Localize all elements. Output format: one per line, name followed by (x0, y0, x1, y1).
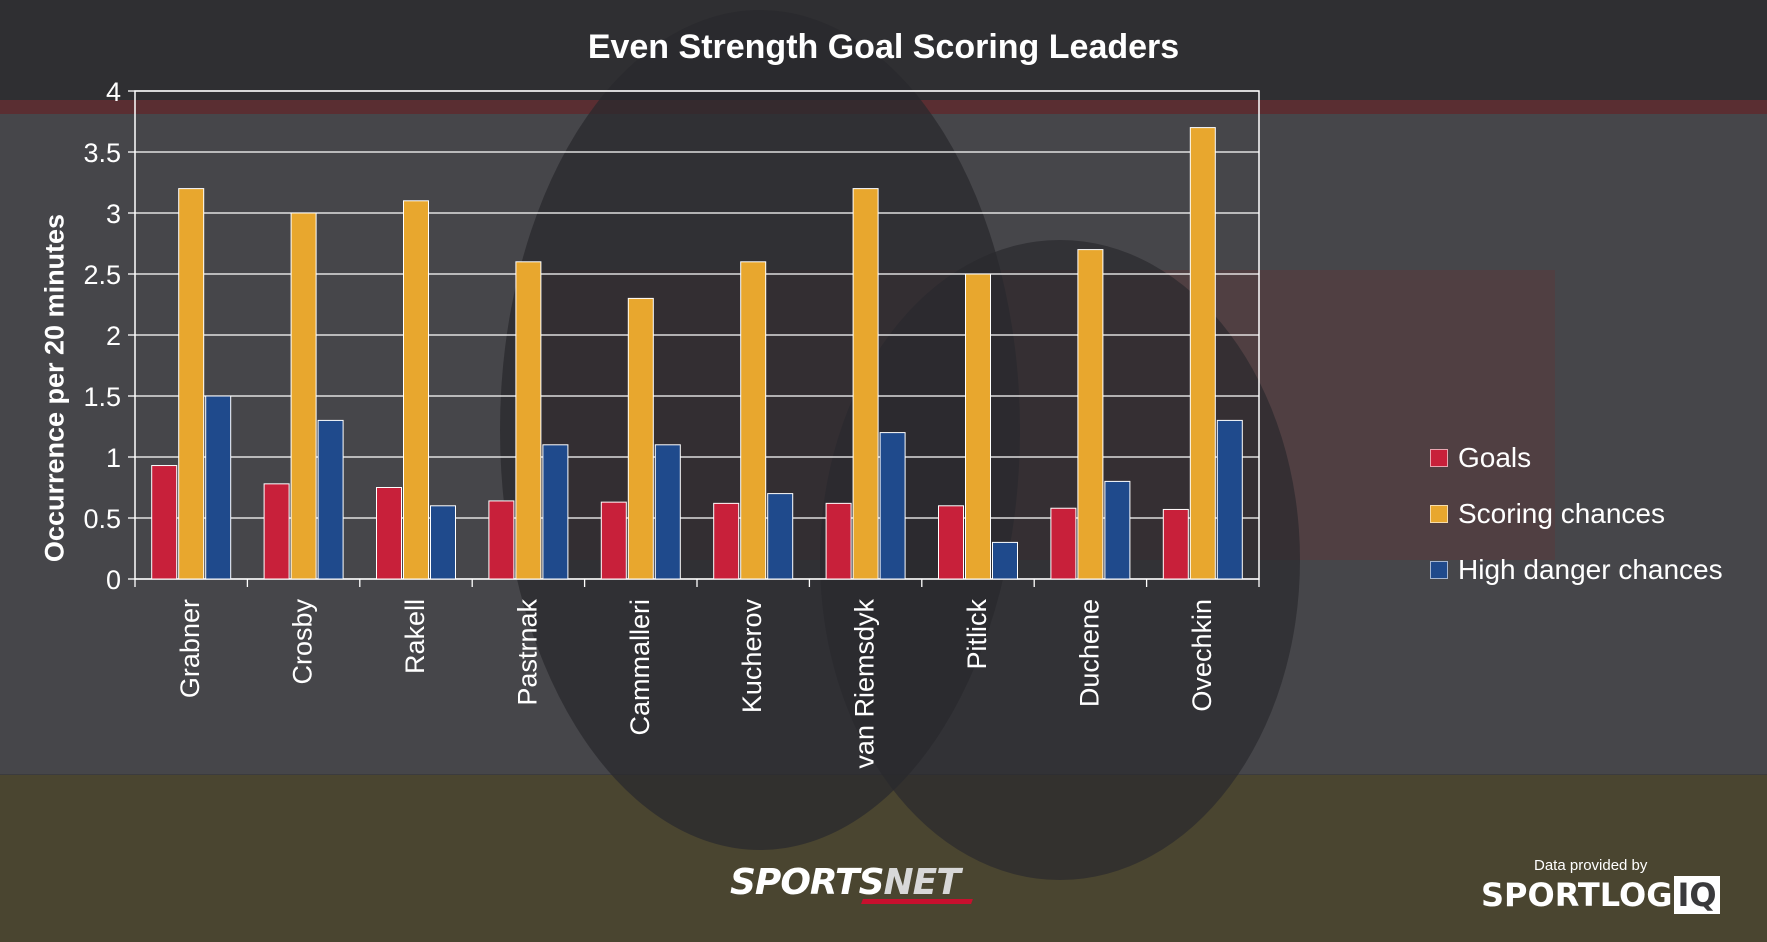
y-tick-label: 1 (106, 443, 121, 473)
scoring-chances-bar (627, 297, 654, 580)
legend-label-goals: Goals (1458, 442, 1532, 473)
scoring-chances-bar (290, 212, 317, 580)
y-tick-label: 0.5 (83, 504, 121, 534)
legend-swatch-high-danger (1430, 561, 1448, 579)
sportsnet-logo: SPORTSNET (730, 862, 961, 903)
sportsnet-logo-part-b: NET (883, 862, 961, 903)
goals-bar (376, 487, 402, 580)
chart-title: Even Strength Goal Scoring Leaders (587, 28, 1180, 66)
scoring-chances-bar (1077, 249, 1104, 580)
x-tick-label: Cammalleri (625, 599, 655, 736)
high-danger-bar (430, 505, 456, 580)
scoring-chances-bar (403, 200, 429, 580)
y-tick-label: 4 (106, 77, 121, 107)
legend-swatch-scoring-chances (1430, 505, 1448, 523)
high-danger-bar (1104, 480, 1131, 580)
x-tick-label: Ovechkin (1187, 599, 1217, 712)
scoring-chances-bar (740, 261, 767, 580)
scoring-chances-bar (852, 188, 879, 580)
y-tick-label: 0 (106, 565, 121, 595)
goals-bar (1162, 508, 1189, 580)
scoring-chances-bar (1189, 127, 1216, 580)
goals-bar (263, 483, 290, 580)
legend-item-scoring-chances: Scoring chances (1430, 486, 1723, 542)
goals-bar (600, 501, 627, 580)
x-tick-label: Kucherov (737, 599, 767, 714)
goals-bar (488, 500, 515, 580)
sportsnet-logo-part-a: SPORTS (730, 862, 885, 903)
y-tick-label: 2.5 (83, 260, 121, 290)
x-tick-label: Rakell (400, 599, 430, 674)
x-tick-label: Grabner (175, 599, 205, 698)
high-danger-bar (654, 444, 681, 580)
legend: Goals Scoring chances High danger chance… (1430, 430, 1723, 598)
sportlogiq-logo-part-a: SPORTLOG (1481, 876, 1673, 914)
legend-label-high-danger: High danger chances (1458, 554, 1723, 585)
goals-bar (825, 502, 852, 580)
sportlogiq-logo: SPORTLOG IQ (1481, 876, 1720, 914)
high-danger-bar (1216, 419, 1243, 580)
legend-item-high-danger: High danger chances (1430, 542, 1723, 598)
goals-bar (151, 465, 178, 580)
high-danger-bar (205, 395, 232, 580)
high-danger-bar (317, 419, 344, 580)
legend-item-goals: Goals (1430, 430, 1723, 486)
sportsnet-logo-underline (861, 899, 973, 904)
goals-bar (938, 505, 964, 580)
scoring-chances-bar (965, 273, 991, 580)
x-tick-label: Pastrnak (512, 599, 542, 706)
high-danger-bar (542, 444, 569, 580)
high-danger-bar (992, 541, 1018, 580)
scoring-chances-bar (515, 261, 542, 580)
sportlogiq-logo-part-b: IQ (1674, 876, 1720, 914)
x-tick-label: van Riemsdyk (850, 599, 880, 769)
high-danger-bar (767, 493, 794, 580)
goals-bar (713, 502, 740, 580)
data-provided-by: Data provided by (1534, 857, 1648, 874)
y-tick-label: 2 (106, 321, 121, 351)
y-tick-label: 3.5 (83, 138, 121, 168)
x-tick-label: Crosby (288, 599, 318, 685)
legend-label-scoring-chances: Scoring chances (1458, 498, 1666, 529)
y-tick-label: 1.5 (83, 382, 121, 412)
y-tick-label: 3 (106, 199, 121, 229)
x-tick-label: Duchene (1074, 599, 1104, 707)
high-danger-bar (879, 432, 906, 580)
legend-swatch-goals (1430, 449, 1448, 467)
x-tick-label: Pitlick (962, 599, 992, 670)
scoring-chances-bar (178, 188, 205, 580)
goals-bar (1050, 507, 1077, 580)
